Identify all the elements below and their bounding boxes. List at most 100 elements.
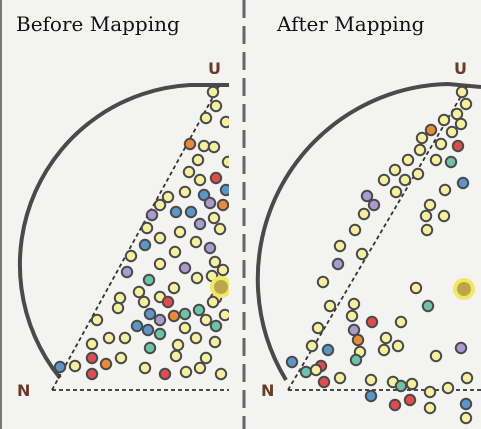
data-point <box>203 196 217 210</box>
data-point <box>178 307 192 321</box>
data-point <box>379 331 393 345</box>
data-point <box>299 365 313 379</box>
data-point <box>450 107 464 121</box>
data-point <box>309 363 323 377</box>
data-point <box>209 171 223 185</box>
data-point <box>140 221 154 235</box>
data-point <box>441 381 455 395</box>
data-point <box>394 379 408 393</box>
points-before <box>53 85 229 381</box>
data-point <box>398 173 412 187</box>
data-point <box>161 190 175 204</box>
data-point <box>411 167 425 181</box>
data-point <box>311 321 325 335</box>
data-point <box>420 223 434 237</box>
data-point <box>444 155 458 169</box>
data-point <box>454 117 468 131</box>
data-point <box>142 273 156 287</box>
data-point <box>360 189 374 203</box>
panel-before: Before Mapping U N <box>16 12 229 400</box>
data-point <box>323 299 337 313</box>
data-point <box>391 339 405 353</box>
panel-title-after: After Mapping <box>276 12 425 36</box>
data-point <box>207 140 221 154</box>
data-point <box>145 208 159 222</box>
data-point <box>459 411 473 425</box>
data-point <box>90 313 104 327</box>
data-point <box>438 183 452 197</box>
data-point <box>203 241 217 255</box>
data-point <box>364 389 378 403</box>
boundary-arc-after <box>255 81 481 382</box>
data-point <box>120 265 134 279</box>
data-point <box>317 375 331 389</box>
data-point <box>423 198 437 212</box>
data-point <box>171 338 185 352</box>
data-point <box>199 351 213 365</box>
data-point <box>208 255 222 269</box>
data-point <box>161 295 175 309</box>
data-point <box>455 85 469 99</box>
data-point <box>219 183 229 197</box>
data-point <box>143 341 157 355</box>
data-point <box>333 371 347 385</box>
data-point <box>216 263 229 277</box>
data-point <box>191 153 205 167</box>
data-point <box>85 351 99 365</box>
data-point <box>189 235 203 249</box>
data-point <box>355 247 369 261</box>
data-point <box>316 275 330 289</box>
data-point <box>99 357 113 371</box>
data-point <box>221 155 229 169</box>
data-point <box>183 137 197 151</box>
data-point <box>138 361 152 375</box>
data-point <box>178 261 192 275</box>
data-point <box>321 343 335 357</box>
data-point <box>434 137 448 151</box>
data-point <box>169 205 183 219</box>
data-point <box>347 297 361 311</box>
data-point <box>424 123 438 137</box>
data-point <box>113 291 127 305</box>
data-point <box>333 239 347 253</box>
data-point <box>388 398 402 412</box>
data-point <box>179 365 193 379</box>
data-point <box>388 163 402 177</box>
data-point <box>68 359 82 373</box>
data-point <box>218 308 229 322</box>
data-point <box>219 115 229 129</box>
data-point <box>173 225 187 239</box>
data-point <box>367 198 381 212</box>
data-point <box>143 307 157 321</box>
data-point <box>403 393 417 407</box>
data-point <box>454 341 468 355</box>
data-point <box>153 257 167 271</box>
data-point <box>132 285 146 299</box>
data-point <box>460 371 474 385</box>
panel-title-before: Before Mapping <box>16 12 180 36</box>
data-point <box>213 222 227 236</box>
data-point <box>193 217 207 231</box>
data-point <box>182 165 196 179</box>
data-point <box>199 111 213 125</box>
data-point <box>192 303 206 317</box>
data-point <box>167 281 181 295</box>
vertex-label-N-after: N <box>261 381 274 400</box>
data-point <box>331 257 345 271</box>
data-point <box>167 309 181 323</box>
data-point <box>209 319 223 333</box>
data-point <box>305 339 319 353</box>
triangle-edge-after <box>287 85 468 391</box>
data-point <box>409 281 423 295</box>
data-point <box>394 315 408 329</box>
data-point <box>206 295 220 309</box>
data-point <box>124 249 138 263</box>
data-point <box>137 295 151 309</box>
data-point <box>141 323 155 337</box>
data-point <box>421 299 435 313</box>
data-point <box>459 397 473 411</box>
data-point <box>206 85 220 99</box>
data-point <box>85 367 99 381</box>
data-point <box>153 327 167 341</box>
